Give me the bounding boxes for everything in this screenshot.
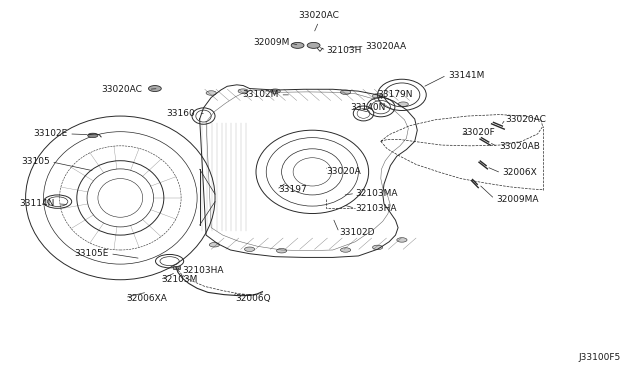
Text: 32006Q: 32006Q: [236, 294, 271, 303]
Text: 33020F: 33020F: [461, 128, 495, 137]
Text: 32103MA: 32103MA: [355, 189, 397, 198]
Ellipse shape: [372, 94, 383, 98]
Text: 33020AC: 33020AC: [101, 85, 142, 94]
Ellipse shape: [340, 248, 351, 252]
Text: 33020AB: 33020AB: [499, 142, 540, 151]
Text: 33105: 33105: [21, 157, 50, 166]
Ellipse shape: [276, 248, 287, 253]
Ellipse shape: [291, 42, 304, 48]
Text: 33020AA: 33020AA: [365, 42, 406, 51]
Text: 32103HA: 32103HA: [182, 266, 224, 275]
Text: 33105E: 33105E: [74, 249, 109, 258]
Ellipse shape: [372, 245, 383, 250]
Text: 33020AC: 33020AC: [506, 115, 547, 124]
Text: 33197: 33197: [278, 185, 307, 194]
Text: 33102E: 33102E: [33, 129, 67, 138]
Ellipse shape: [238, 89, 248, 93]
Text: 32103M: 32103M: [161, 275, 198, 284]
Ellipse shape: [397, 238, 407, 242]
Ellipse shape: [270, 89, 280, 93]
Text: 33020A: 33020A: [326, 167, 361, 176]
Text: 33114N: 33114N: [19, 199, 54, 208]
Text: 33141M: 33141M: [448, 71, 484, 80]
Text: 32006XA: 32006XA: [127, 294, 168, 303]
Text: 33102M: 33102M: [242, 90, 278, 99]
Text: 32103HA: 32103HA: [355, 204, 397, 213]
Text: 32009MA: 32009MA: [496, 195, 538, 203]
Text: 32009M: 32009M: [253, 38, 289, 47]
Text: 32103H: 32103H: [326, 46, 362, 55]
Ellipse shape: [307, 42, 320, 48]
Ellipse shape: [340, 90, 351, 94]
Ellipse shape: [244, 247, 255, 251]
Text: 33179N: 33179N: [378, 90, 413, 99]
Ellipse shape: [398, 102, 408, 106]
Text: 33160: 33160: [166, 109, 195, 118]
Text: 33102D: 33102D: [339, 228, 374, 237]
Text: 33020AC: 33020AC: [298, 12, 339, 20]
Ellipse shape: [88, 133, 98, 138]
Ellipse shape: [148, 86, 161, 92]
Text: 32006X: 32006X: [502, 169, 537, 177]
Ellipse shape: [209, 243, 220, 247]
Ellipse shape: [206, 91, 216, 95]
Text: 33140N: 33140N: [351, 103, 386, 112]
Bar: [173, 266, 180, 269]
Text: J33100F5: J33100F5: [579, 353, 621, 362]
